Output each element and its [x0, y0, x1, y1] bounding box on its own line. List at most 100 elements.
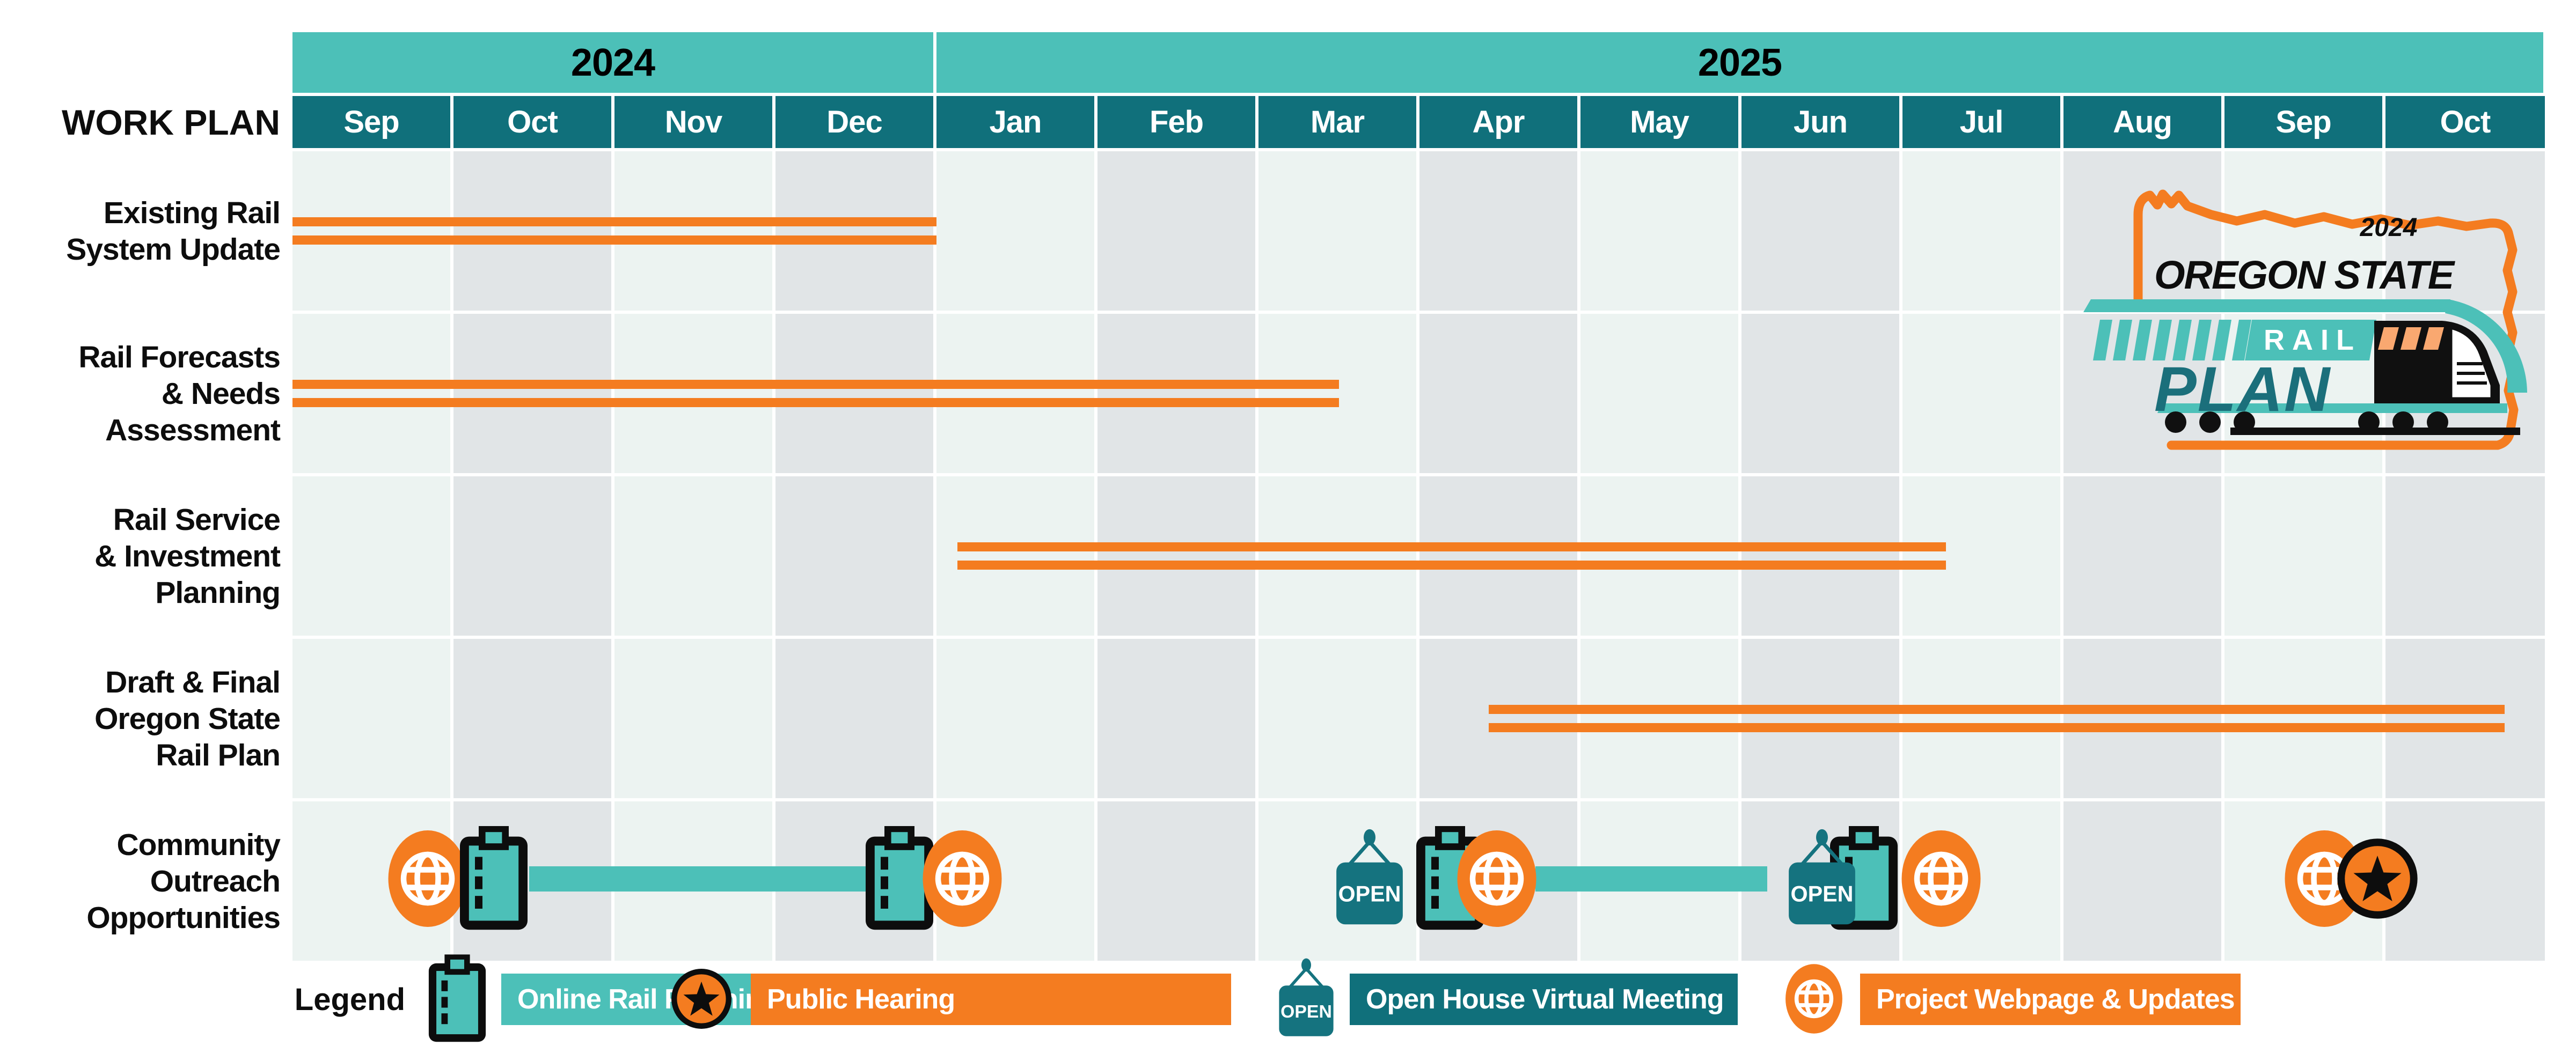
open-sign-label: OPEN — [1280, 1001, 1332, 1022]
grid-cell — [936, 476, 1094, 636]
row-label-line: Oregon State — [94, 701, 281, 736]
row-label-line: Assessment — [105, 412, 281, 447]
month-cell-nov-2: Nov — [614, 96, 772, 148]
grid-cell — [936, 314, 1094, 473]
webpage-event — [1457, 830, 1537, 928]
grid-cell — [775, 314, 933, 473]
grid-cell — [1097, 151, 1255, 311]
grid-cell — [2224, 639, 2382, 798]
row-label-3: Draft & Final Oregon State Rail Plan — [11, 639, 281, 798]
task-bar-1 — [292, 398, 1339, 407]
open-sign-label: OPEN — [1338, 882, 1401, 907]
grid-cell — [1580, 639, 1738, 798]
row-label-line: Rail Plan — [156, 738, 281, 772]
grid-cell — [1258, 639, 1416, 798]
grid-cell — [292, 314, 450, 473]
task-bar-1 — [292, 380, 1339, 389]
grid-cell — [2224, 476, 2382, 636]
task-bar-0 — [292, 217, 936, 226]
star-badge-icon — [2337, 838, 2418, 919]
logo-year: 2024 — [2360, 213, 2418, 242]
legend-public-hearing-icon — [671, 968, 732, 1029]
month-cell-dec-3: Dec — [775, 96, 933, 148]
grid-cell — [1097, 476, 1255, 636]
grid-cell — [1902, 476, 2060, 636]
grid-cell — [292, 151, 450, 311]
legend-webpage-icon — [1785, 963, 1843, 1034]
grid-cell — [1902, 314, 2060, 473]
grid-cell — [614, 314, 772, 473]
grid-cell — [1419, 151, 1577, 311]
grid-cell — [1097, 639, 1255, 798]
legend-box-open-house: Open House Virtual Meeting — [1350, 974, 1738, 1025]
grid-cell — [453, 314, 611, 473]
star-badge-icon — [671, 969, 731, 1029]
row-label-line: Planning — [155, 575, 281, 610]
grid-cell — [453, 639, 611, 798]
open-house-event: OPEN — [1781, 829, 1863, 929]
grid-cell — [2224, 151, 2382, 311]
grid-cell — [1258, 314, 1416, 473]
logo-train — [2165, 321, 2520, 435]
legend-label: Legend — [294, 982, 405, 1017]
webpage-event — [387, 830, 468, 928]
grid-cell — [2063, 476, 2221, 636]
survey-event — [456, 826, 531, 932]
year-cell-2024: 2024 — [292, 32, 933, 93]
grid-cell — [1580, 151, 1738, 311]
task-bar-2 — [957, 561, 1946, 570]
year-cell-2025: 2025 — [936, 32, 2543, 93]
month-cell-mar-6: Mar — [1258, 96, 1416, 148]
task-bar-0 — [292, 235, 936, 245]
task-bar-3 — [1489, 723, 2505, 732]
webpage-event — [922, 830, 1002, 928]
survey-event — [862, 826, 937, 932]
grid-cell — [1419, 639, 1577, 798]
globe-icon — [388, 830, 467, 927]
grid-cell — [1741, 151, 1899, 311]
grid-cell — [292, 476, 450, 636]
legend-box-webpage: Project Webpage & Updates — [1860, 974, 2241, 1025]
grid-cell — [1419, 314, 1577, 473]
month-cell-oct-1: Oct — [453, 96, 611, 148]
month-cell-jan-4: Jan — [936, 96, 1094, 148]
month-cell-sep-0: Sep — [292, 96, 450, 148]
row-label-1: Rail Forecasts & Needs Assessment — [11, 314, 281, 473]
globe-icon — [923, 830, 1002, 927]
grid-cell — [614, 151, 772, 311]
grid-cell — [1902, 151, 2060, 311]
logo-speed-band — [2083, 299, 2527, 413]
month-cell-aug-11: Aug — [2063, 96, 2221, 148]
row-label-line: Rail Forecasts — [78, 340, 281, 374]
row-label-line: Opportunities — [86, 900, 281, 935]
grid-cell — [936, 151, 1094, 311]
legend-open-house-icon: OPEN — [1272, 958, 1340, 1040]
row-label-line: & Needs — [161, 376, 281, 411]
grid-cell — [775, 151, 933, 311]
globe-icon — [1901, 830, 1981, 927]
survey-period-bar — [1535, 866, 1767, 892]
row-label-line: Rail Service — [113, 502, 281, 537]
row-label-2: Rail Service & Investment Planning — [11, 476, 281, 636]
logo-rail: RAIL — [2264, 324, 2361, 356]
month-cell-may-8: May — [1580, 96, 1738, 148]
grid-cell — [614, 476, 772, 636]
grid-cell — [1097, 314, 1255, 473]
page-title: WORK PLAN — [62, 102, 280, 142]
legend-box-public-hearing: Public Hearing — [751, 974, 1231, 1025]
open-sign-icon: OPEN — [1279, 958, 1334, 1036]
grid-cell — [2063, 639, 2221, 798]
grid-cell — [1741, 476, 1899, 636]
grid-cell — [1741, 314, 1899, 473]
clipboard-icon — [866, 826, 933, 930]
row-label-0: Existing Rail System Update — [11, 151, 281, 311]
row-label-line: Outreach — [150, 864, 281, 898]
month-cell-apr-7: Apr — [1419, 96, 1577, 148]
logo-title: OREGON STATE — [2154, 253, 2456, 297]
oregon-state-rail-plan-logo: 2024 OREGON STATE RAIL PLAN — [2083, 189, 2527, 450]
row-label-4: Community Outreach Opportunities — [11, 801, 281, 961]
grid-cell — [453, 476, 611, 636]
clipboard-icon — [428, 954, 486, 1042]
globe-icon — [1785, 964, 1842, 1034]
